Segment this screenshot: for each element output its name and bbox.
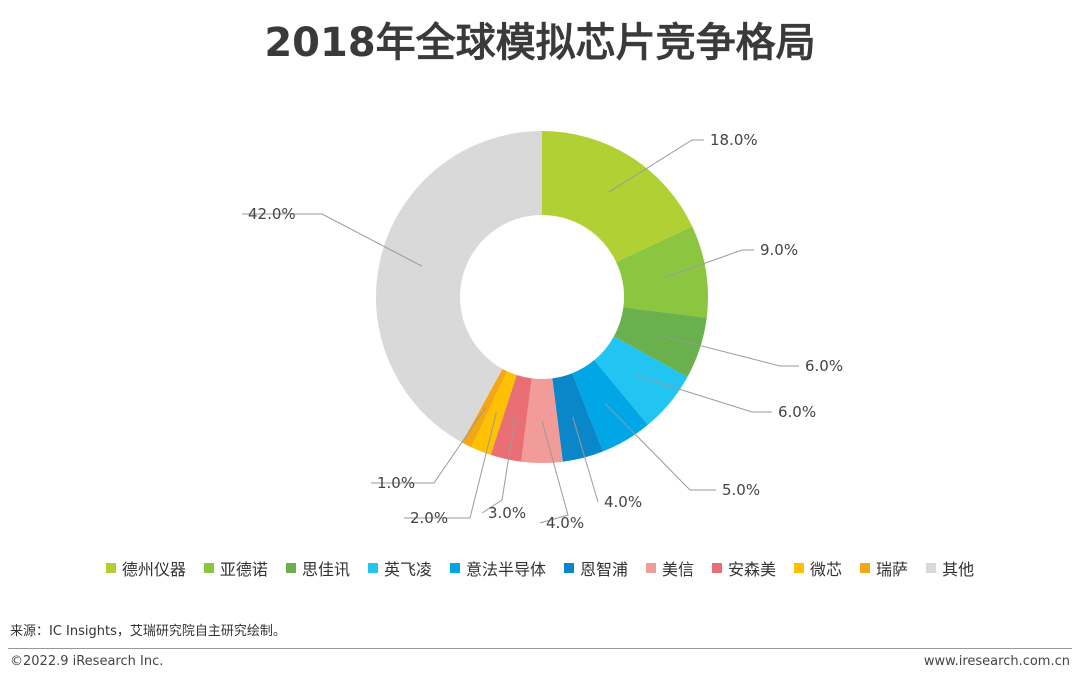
legend-label-0: 德州仪器: [121, 560, 186, 579]
slice-5: [552, 373, 604, 462]
data-label-7: 3.0%: [488, 504, 526, 522]
legend-item-9: 瑞萨: [860, 556, 908, 580]
leader-line-7: [481, 417, 516, 514]
leader-line-10: [242, 213, 423, 267]
legend-swatch-8: [794, 563, 805, 573]
chart-title: 2018年全球模拟芯片竞争格局: [264, 20, 816, 66]
legend-swatch-6: [646, 563, 656, 573]
legend-swatch-3: [367, 563, 378, 573]
leader-line-8: [404, 412, 497, 519]
legend-label-2: 思佳讯: [301, 560, 350, 579]
legend-item-10: 其他: [926, 556, 974, 580]
slice-8: [471, 371, 517, 455]
leader-line-3: [637, 375, 772, 413]
legend-label-8: 微芯: [810, 560, 843, 579]
legend-swatch-0: [105, 563, 116, 573]
legend-item-4: 意法半导体: [449, 556, 546, 580]
legend-item-7: 安森美: [712, 556, 776, 580]
data-label-3: 6.0%: [778, 403, 816, 421]
copyright-text: ©2022.9 iResearch Inc.: [10, 654, 164, 669]
legend-item-2: 思佳讯: [285, 556, 350, 580]
data-label-8: 2.0%: [410, 509, 448, 527]
data-label-6: 4.0%: [546, 514, 584, 532]
slice-2: [613, 307, 707, 377]
legend-label-7: 安森美: [728, 560, 777, 579]
source-note: 来源：IC Insights，艾瑞研究院自主研究绘制。: [10, 624, 286, 639]
legend-swatch-5: [563, 563, 574, 573]
legend-item-3: 英飞凌: [367, 556, 432, 580]
leader-line-4: [604, 403, 716, 491]
slice-1: [616, 226, 709, 318]
legend-item-6: 美信: [646, 556, 694, 580]
website-text: www.iresearch.com.cn: [923, 654, 1070, 669]
leader-line-2: [659, 334, 799, 367]
legend-swatch-10: [926, 563, 937, 573]
data-label-2: 6.0%: [805, 357, 843, 375]
legend-item-8: 微芯: [794, 556, 842, 580]
legend-label-9: 瑞萨: [876, 560, 909, 579]
legend-label-6: 美信: [662, 560, 695, 579]
legend-label-3: 英飞凌: [383, 560, 432, 579]
legend-item-1: 亚德诺: [203, 556, 268, 580]
slice-6: [521, 378, 563, 463]
data-label-0: 18.0%: [710, 131, 758, 149]
legend-swatch-2: [285, 563, 296, 573]
legend-swatch-1: [203, 563, 214, 573]
data-label-4: 5.0%: [722, 481, 760, 499]
slice-10: [376, 131, 542, 443]
data-label-9: 1.0%: [377, 474, 415, 492]
legend-item-0: 德州仪器: [105, 556, 186, 580]
data-label-1: 9.0%: [760, 241, 798, 259]
legend-label-10: 其他: [942, 560, 975, 579]
data-label-5: 4.0%: [604, 493, 642, 511]
legend-swatch-9: [860, 563, 871, 573]
legend-item-5: 恩智浦: [563, 556, 628, 580]
leader-line-5: [572, 416, 599, 503]
slice-9: [462, 368, 508, 448]
legend-label-1: 亚德诺: [219, 560, 268, 579]
slice-0: [542, 131, 693, 263]
data-label-10: 42.0%: [248, 205, 296, 223]
leader-line-0: [608, 139, 704, 193]
legend-swatch-4: [449, 563, 460, 573]
leader-line-1: [664, 249, 754, 279]
legend-label-4: 意法半导体: [465, 560, 546, 579]
legend-swatch-7: [712, 563, 723, 573]
slice-3: [594, 336, 688, 425]
chart-legend: 德州仪器 亚德诺 思佳讯 英飞凌 意法半导体 恩智浦 美信 安森美 微芯 瑞萨 其他: [0, 556, 1080, 580]
leader-line-6: [539, 420, 569, 524]
legend-label-5: 恩智浦: [579, 560, 628, 579]
footer-divider: [8, 648, 1072, 649]
leader-line-9: [371, 407, 487, 484]
slice-7: [490, 374, 532, 462]
